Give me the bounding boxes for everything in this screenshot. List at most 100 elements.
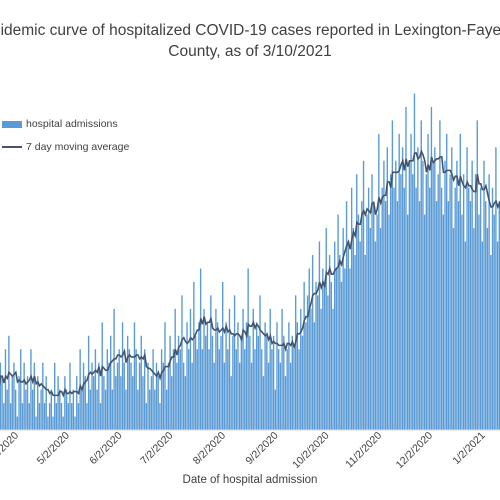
admission-bar <box>203 308 205 430</box>
admission-bar <box>48 403 51 430</box>
admission-bar <box>35 416 37 430</box>
admission-bar <box>350 187 353 430</box>
admission-bar <box>55 403 58 430</box>
admission-bar <box>279 362 282 430</box>
admission-bar <box>276 322 278 430</box>
admission-bar <box>218 349 220 430</box>
admission-bar <box>340 281 343 430</box>
admission-bar <box>367 187 370 430</box>
admission-bar <box>152 349 154 430</box>
chart-title-line-2: County, as of 3/10/2021 <box>168 43 332 60</box>
admission-bar <box>103 376 105 430</box>
admission-bar <box>398 133 400 430</box>
admission-bar <box>449 174 451 430</box>
admission-bar <box>413 93 416 431</box>
admission-bar <box>412 174 414 430</box>
chart-title-line-1: Epidemic curve of hospitalized COVID-19 … <box>0 22 500 39</box>
admission-bar <box>72 389 75 430</box>
admission-bar <box>143 349 146 430</box>
admission-bar <box>344 268 346 430</box>
admission-bar <box>378 133 380 430</box>
admission-bar <box>337 214 339 430</box>
admission-bar <box>47 416 49 430</box>
admission-bar <box>106 349 108 430</box>
admission-bar <box>473 228 475 430</box>
bars-group <box>0 93 500 431</box>
admission-bar <box>466 147 468 430</box>
admission-bar <box>303 281 305 430</box>
admission-bar <box>430 106 433 431</box>
admission-bar <box>81 389 83 430</box>
x-tick-label: 12/2/2020 <box>394 430 436 472</box>
admission-bar <box>281 308 283 430</box>
admission-bar <box>311 255 314 430</box>
x-tick-label: 8/2/2020 <box>191 430 228 467</box>
admission-bar <box>330 281 332 430</box>
admission-bar <box>222 281 224 430</box>
admission-bar <box>59 389 61 430</box>
admission-bar <box>9 403 12 430</box>
admission-bar <box>493 214 495 430</box>
admission-bar <box>65 389 68 430</box>
admission-bar <box>376 214 378 430</box>
admission-bar <box>471 160 473 430</box>
admission-bar <box>193 281 195 430</box>
admission-bar <box>474 174 477 430</box>
admission-bar <box>274 389 276 430</box>
admission-bar <box>91 362 93 430</box>
admission-bar <box>84 376 86 430</box>
admission-bar <box>347 241 349 430</box>
admission-bar <box>459 133 461 430</box>
admission-bar <box>308 268 310 430</box>
admission-bar <box>400 174 402 430</box>
admission-bar <box>373 201 375 430</box>
admission-bar <box>3 403 5 430</box>
admission-bar <box>391 120 394 430</box>
admission-bar <box>60 403 63 430</box>
x-tick-label: 7/2/2020 <box>138 430 175 467</box>
admission-bar <box>361 201 363 430</box>
admission-bar <box>26 376 29 430</box>
admission-bar <box>199 268 202 430</box>
admission-bar <box>174 308 176 430</box>
admission-bar <box>266 335 268 430</box>
admission-bar <box>45 376 47 430</box>
admission-bar <box>383 160 385 430</box>
admission-bar <box>171 376 173 430</box>
x-tick-label: 9/2/2020 <box>243 430 280 467</box>
admission-bar <box>261 349 263 430</box>
admission-bar <box>283 335 285 430</box>
admission-bar <box>401 147 404 430</box>
admission-bar <box>446 133 448 430</box>
x-tick-label: 4/2/2020 <box>0 430 21 467</box>
admission-bar <box>271 349 273 430</box>
admission-bar <box>176 362 178 430</box>
admission-bar <box>74 416 76 430</box>
admission-bar <box>184 376 187 430</box>
admission-bar <box>245 322 248 430</box>
admission-bar <box>167 362 170 430</box>
admission-bar <box>208 349 210 430</box>
admission-bar <box>278 349 280 430</box>
admission-bar <box>52 416 54 430</box>
legend-bar-swatch <box>2 120 22 128</box>
admission-bar <box>50 389 52 430</box>
x-tick-label: 6/2/2020 <box>87 430 124 467</box>
admission-bar <box>98 362 100 430</box>
admission-bar <box>205 335 207 430</box>
admission-bar <box>93 376 95 430</box>
admission-bar <box>425 174 428 430</box>
admission-bar <box>374 241 377 430</box>
admission-bar <box>179 349 181 430</box>
admission-bar <box>43 403 46 430</box>
legend-label-average: 7 day moving average <box>26 141 130 153</box>
admission-bar <box>25 389 27 430</box>
admission-bar <box>99 403 102 430</box>
admission-bar <box>154 389 156 430</box>
admission-bar <box>317 295 319 430</box>
admission-bar <box>379 228 382 430</box>
admission-bar <box>342 228 344 430</box>
admission-bar <box>31 389 34 430</box>
admission-bar <box>28 403 30 430</box>
admission-bar <box>21 403 24 430</box>
